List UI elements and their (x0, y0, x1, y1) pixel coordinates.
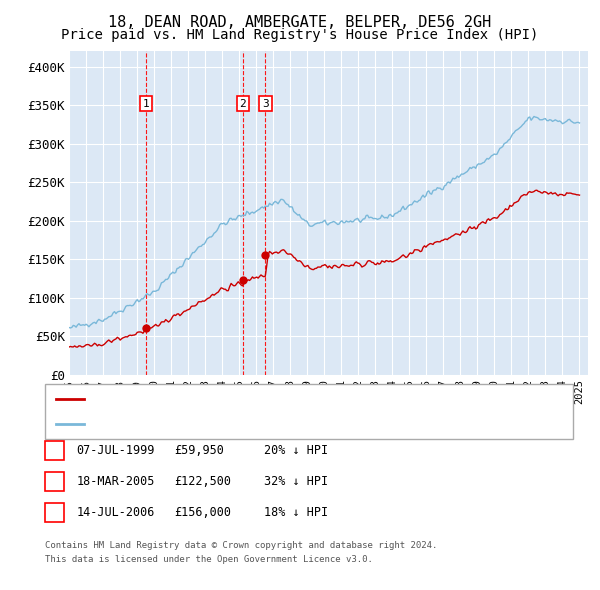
Text: 3: 3 (262, 99, 269, 109)
Text: Price paid vs. HM Land Registry's House Price Index (HPI): Price paid vs. HM Land Registry's House … (61, 28, 539, 42)
Text: HPI: Average price, detached house, Amber Valley: HPI: Average price, detached house, Ambe… (90, 419, 402, 429)
Text: 2: 2 (51, 475, 58, 488)
Text: 07-JUL-1999: 07-JUL-1999 (76, 444, 155, 457)
Text: 18, DEAN ROAD, AMBERGATE, BELPER, DE56 2GH (detached house): 18, DEAN ROAD, AMBERGATE, BELPER, DE56 2… (90, 394, 473, 404)
Text: £59,950: £59,950 (174, 444, 224, 457)
Text: 18-MAR-2005: 18-MAR-2005 (76, 475, 155, 488)
Text: 20% ↓ HPI: 20% ↓ HPI (264, 444, 328, 457)
Text: 1: 1 (143, 99, 149, 109)
Text: 18, DEAN ROAD, AMBERGATE, BELPER, DE56 2GH: 18, DEAN ROAD, AMBERGATE, BELPER, DE56 2… (109, 15, 491, 30)
Text: This data is licensed under the Open Government Licence v3.0.: This data is licensed under the Open Gov… (45, 555, 373, 564)
Text: Contains HM Land Registry data © Crown copyright and database right 2024.: Contains HM Land Registry data © Crown c… (45, 541, 437, 550)
Text: 32% ↓ HPI: 32% ↓ HPI (264, 475, 328, 488)
Text: 3: 3 (51, 506, 58, 519)
Text: 18% ↓ HPI: 18% ↓ HPI (264, 506, 328, 519)
Text: £156,000: £156,000 (174, 506, 231, 519)
Text: 2: 2 (239, 99, 246, 109)
Text: 1: 1 (51, 444, 58, 457)
Text: 14-JUL-2006: 14-JUL-2006 (76, 506, 155, 519)
Text: £122,500: £122,500 (174, 475, 231, 488)
